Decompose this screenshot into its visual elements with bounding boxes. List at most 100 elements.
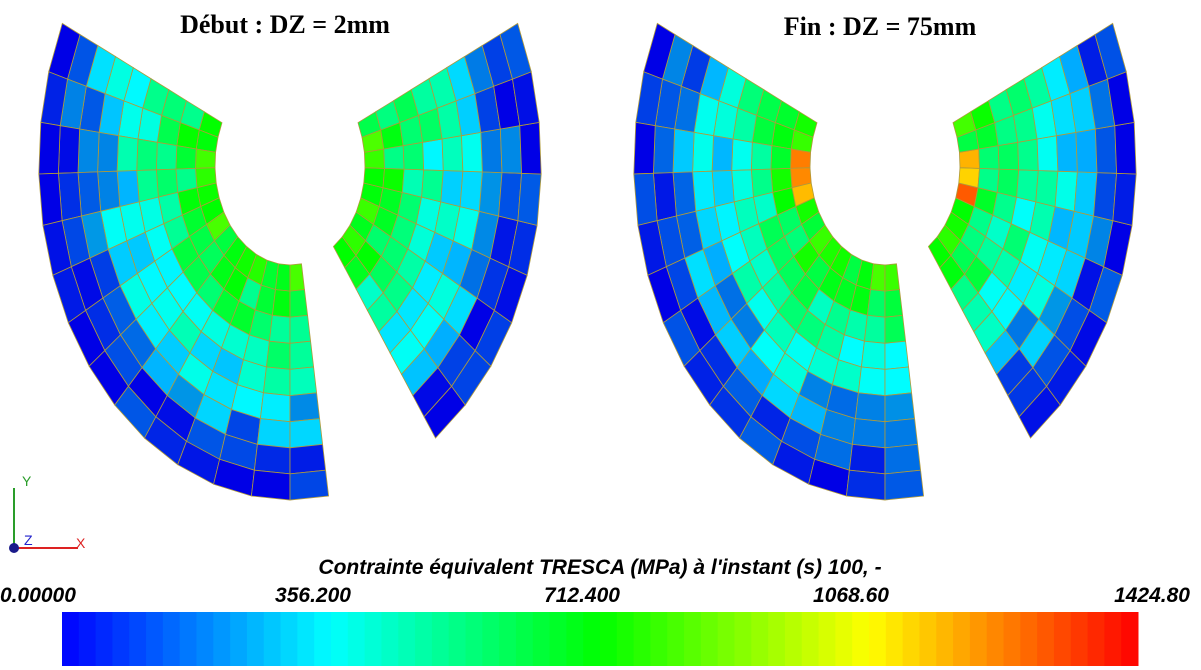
colorbar-segment (381, 612, 399, 666)
colorbar-segment (885, 612, 904, 666)
mesh-cell (731, 138, 753, 171)
mesh-cell (175, 145, 197, 170)
mesh-cell (884, 366, 913, 397)
mesh-cell (77, 171, 102, 217)
mesh-cell (1036, 135, 1059, 172)
mesh-cell (289, 340, 315, 370)
mesh-cell (1035, 170, 1059, 208)
mesh-cell (275, 263, 291, 292)
colorbar-segment (415, 612, 433, 666)
mesh-cell (884, 340, 910, 370)
colorbar-segment (314, 612, 332, 666)
colorbar-segment (448, 612, 466, 666)
colorbar-title: Contrainte équivalent TRESCA (MPa) à l'i… (318, 556, 881, 579)
axis-triad: Y Z X (9, 473, 86, 553)
colorbar-tick-label: 1068.60 (813, 584, 889, 607)
mesh-cell (848, 443, 886, 475)
mesh-cell (652, 125, 676, 174)
colorbar-segment (919, 612, 937, 666)
colorbar-segment (1053, 612, 1072, 666)
colorbar-segment (667, 612, 685, 666)
mesh-cell (1075, 128, 1098, 174)
mesh-cell (860, 340, 886, 370)
colorbar-segment (482, 612, 500, 666)
meshes (38, 22, 1137, 501)
colorbar-segment (532, 612, 551, 666)
y-label: Y (22, 473, 32, 489)
mesh-cell (97, 170, 121, 212)
mesh-cell (633, 172, 658, 226)
colorbar-segment (818, 612, 836, 666)
mesh-cell (461, 131, 483, 173)
colorbar-segment (515, 612, 534, 666)
colorbar-segment (1003, 612, 1021, 666)
mesh-cell (289, 314, 312, 344)
mesh-cell (155, 141, 178, 171)
mesh-cell (1073, 171, 1098, 217)
colorbar-segment (162, 612, 181, 666)
colorbar-segment (95, 612, 113, 666)
right-title: Fin : DZ = 75mm (784, 12, 977, 41)
colorbar-segment (600, 612, 618, 666)
mesh-cell (1017, 138, 1039, 171)
colorbar-segment (179, 612, 197, 666)
colorbar-segment (751, 612, 769, 666)
colorbar-segment (953, 612, 971, 666)
colorbar-tick-label: 356.200 (275, 584, 351, 607)
colorbar-segment (684, 612, 702, 666)
mesh-cell (38, 172, 63, 226)
mesh-cell (97, 131, 119, 173)
mesh-cell (1114, 121, 1137, 175)
mesh-cell (845, 469, 886, 501)
mesh-cell (997, 141, 1020, 171)
mesh-cell (711, 135, 734, 172)
mesh-cell (1016, 169, 1039, 203)
mesh-cell (750, 141, 773, 171)
colorbar-segment (1121, 612, 1139, 666)
colorbar-segment (633, 612, 651, 666)
colorbar-segment (1087, 612, 1105, 666)
mesh-cell (402, 141, 425, 171)
colorbar-segment (431, 612, 450, 666)
mesh-cell (136, 169, 159, 203)
mesh-cell (633, 121, 656, 175)
mesh-cell (1112, 172, 1137, 226)
colorbar-segment (835, 612, 853, 666)
mesh-cell (289, 418, 324, 449)
colorbar-segment (650, 612, 668, 666)
colorbar-segment (734, 612, 752, 666)
mesh-cell (884, 392, 916, 423)
mesh-cell (440, 170, 464, 208)
mesh-cell (478, 171, 503, 217)
mesh-cell (480, 128, 503, 174)
mesh-cell (851, 418, 886, 449)
mesh-cell (441, 135, 464, 172)
mesh-cell (884, 469, 925, 501)
colorbar-segment (146, 612, 164, 666)
mesh-cell (884, 418, 919, 449)
mesh-cell (857, 366, 886, 397)
mesh-cell (289, 392, 321, 423)
mesh-cell (863, 314, 886, 344)
mesh-cell (401, 168, 425, 198)
colorbar-segment (246, 612, 265, 666)
mesh-cell (136, 138, 158, 171)
colorbar-segment (969, 612, 988, 666)
mesh-cell (1056, 131, 1078, 173)
mesh-cell (672, 171, 697, 217)
mesh-cell (711, 170, 735, 208)
mesh-cell (692, 131, 714, 173)
colorbar-segment (801, 612, 820, 666)
colorbar-segment (717, 612, 735, 666)
colorbar-segment (549, 612, 567, 666)
mesh-cell (978, 145, 1000, 170)
colorbar-segment (297, 612, 315, 666)
mesh-cell (1094, 22, 1127, 80)
colorbar-segment (566, 612, 584, 666)
mesh-cell (250, 469, 291, 501)
mesh-cell (38, 121, 61, 175)
mesh-cell (517, 172, 542, 226)
colorbar-segment (1037, 612, 1055, 666)
colorbar-segment (583, 612, 601, 666)
colorbar-tick-label: 0.00000 (0, 584, 76, 607)
